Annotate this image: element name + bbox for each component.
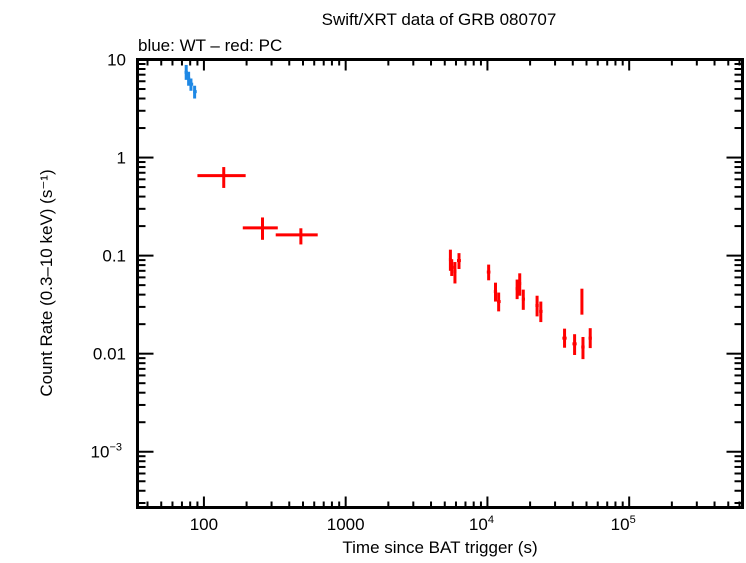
data-point-pc xyxy=(580,288,584,315)
data-point-pc xyxy=(539,301,543,323)
data-point-pc xyxy=(450,259,454,276)
data-point-wt xyxy=(193,85,197,99)
data-point-pc xyxy=(275,228,318,245)
data-point-pc xyxy=(518,273,522,296)
tick-labels: 100 1000 104 105 10 1 0.1 0.01 10−3 xyxy=(91,51,636,535)
y-tick-label: 10 xyxy=(107,51,126,70)
data-point-pc xyxy=(497,292,501,312)
x-tick-label: 100 xyxy=(190,515,218,534)
data-point-pc xyxy=(197,167,246,188)
data-point-pc xyxy=(486,264,491,281)
x-axis-label: Time since BAT trigger (s) xyxy=(342,538,537,557)
data-points xyxy=(184,64,592,360)
y-tick-label: 10−3 xyxy=(91,442,122,462)
axis-ticks xyxy=(137,58,743,508)
data-point-pc xyxy=(581,336,585,360)
x-tick-label: 1000 xyxy=(327,515,365,534)
chart-title: Swift/XRT data of GRB 080707 xyxy=(322,10,557,29)
data-point-pc xyxy=(562,328,567,348)
x-tick-label: 104 xyxy=(469,514,494,534)
data-point-pc xyxy=(453,262,457,284)
data-point-pc xyxy=(242,217,278,240)
y-tick-label: 0.1 xyxy=(102,247,126,266)
plot-frame xyxy=(136,58,744,509)
y-axis-label: Count Rate (0.3–10 keV) (s⁻¹) xyxy=(37,169,56,396)
data-point-pc xyxy=(493,282,498,302)
data-point-pc xyxy=(521,289,525,310)
data-point-pc xyxy=(588,328,592,349)
x-tick-label: 105 xyxy=(611,514,636,534)
data-point-pc xyxy=(535,295,539,317)
data-point-pc xyxy=(456,253,461,270)
data-point-wt xyxy=(189,78,194,91)
data-point-pc xyxy=(515,279,519,300)
data-point-pc xyxy=(572,334,577,355)
chart-subtitle: blue: WT – red: PC xyxy=(138,36,282,55)
y-tick-label: 1 xyxy=(117,149,126,168)
y-tick-label: 0.01 xyxy=(93,345,126,364)
